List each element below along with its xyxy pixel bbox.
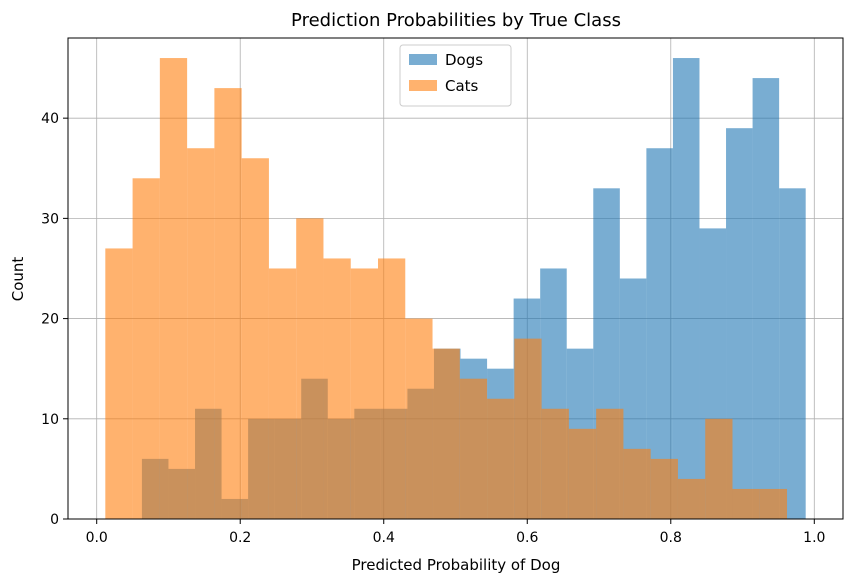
cats-bar: [323, 258, 351, 519]
dogs-bar: [779, 188, 806, 519]
cats-bar: [105, 248, 133, 519]
cats-bar: [623, 448, 651, 519]
cats-bar: [187, 148, 215, 519]
legend-swatch-dogs: [409, 54, 437, 65]
histogram-bars: [105, 58, 806, 520]
x-tick-label: 0.0: [86, 530, 108, 546]
x-tick-label: 0.6: [516, 530, 538, 546]
y-tick-label: 30: [41, 211, 59, 227]
cats-bar: [350, 268, 378, 519]
cats-bar: [296, 218, 324, 519]
dogs-bar: [752, 78, 780, 519]
y-tick-label: 20: [41, 312, 59, 328]
cats-bar: [159, 58, 188, 520]
x-tick-label: 0.2: [229, 530, 251, 546]
cats-bar: [705, 418, 733, 519]
cats-bar: [732, 488, 760, 519]
cats-bar: [268, 268, 297, 519]
chart-title: Prediction Probabilities by True Class: [291, 10, 621, 31]
x-tick-label: 0.8: [660, 530, 682, 546]
x-tick-label: 0.4: [373, 530, 395, 546]
y-axis-label: Count: [9, 257, 27, 302]
x-axis-label: Predicted Probability of Dog: [352, 556, 561, 574]
legend-label-dogs: Dogs: [445, 51, 483, 69]
y-tick-label: 40: [41, 111, 59, 127]
cats-bar: [459, 378, 488, 519]
cats-bar: [596, 408, 624, 519]
cats-bar: [487, 398, 515, 519]
series-cats: [105, 58, 788, 520]
cats-bar: [568, 428, 597, 519]
cats-bar: [541, 408, 569, 519]
y-tick-label: 0: [50, 512, 59, 528]
cats-bar: [677, 478, 706, 519]
cats-bar: [432, 348, 460, 519]
dogs-bar: [672, 58, 700, 520]
cats-bar: [759, 488, 788, 519]
legend: Dogs Cats: [399, 44, 512, 107]
cats-bar: [650, 458, 678, 519]
cats-bar: [241, 158, 269, 519]
legend-swatch-cats: [409, 80, 437, 91]
cats-bar: [378, 258, 406, 519]
cats-bar: [132, 178, 160, 519]
cats-bar: [405, 318, 433, 519]
legend-label-cats: Cats: [445, 77, 479, 95]
y-tick-label: 10: [41, 412, 59, 428]
x-tick-label: 1.0: [803, 530, 825, 546]
axis-ticks: 0.0 0.2 0.4 0.6 0.8 1.0 0 10 20 30 40: [41, 111, 825, 546]
cats-bar: [514, 338, 542, 519]
dogs-bar: [646, 148, 673, 519]
plot-frame: [67, 37, 844, 520]
cats-bar: [214, 88, 242, 520]
